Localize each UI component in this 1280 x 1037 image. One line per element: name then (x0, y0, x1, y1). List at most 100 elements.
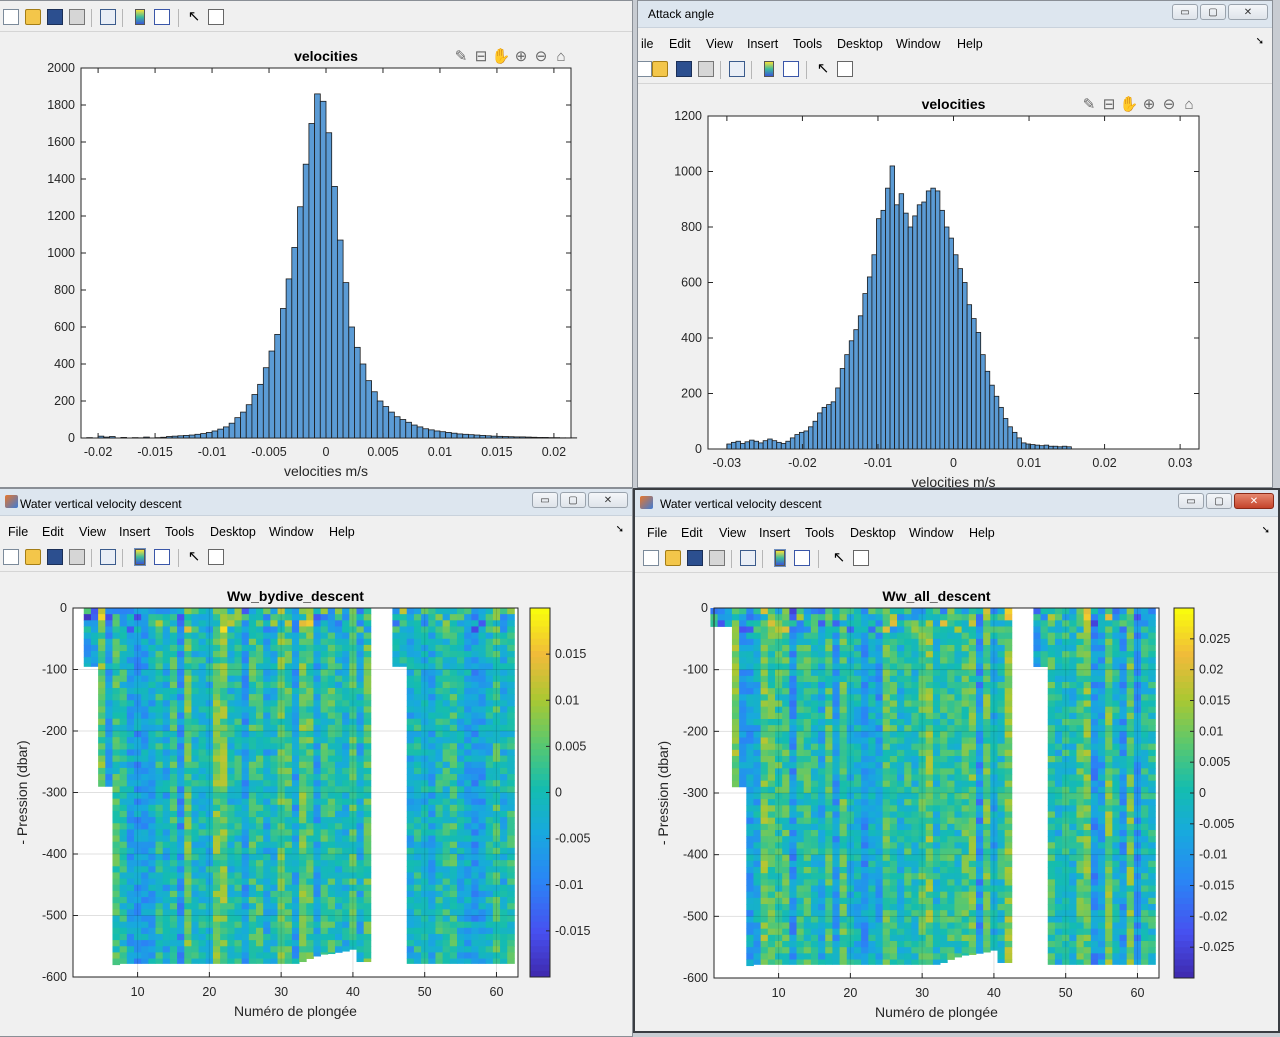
menu-file[interactable]: File (647, 526, 668, 540)
minimize-button[interactable]: ▭ (532, 492, 558, 508)
print-icon[interactable] (69, 9, 85, 25)
new-figure-icon[interactable] (3, 549, 19, 565)
heatmap-cell (306, 927, 314, 935)
heatmap-cell (500, 786, 508, 793)
menu-desktop[interactable]: Desktop (850, 526, 896, 540)
menu-desktop[interactable]: Desktop (210, 525, 256, 539)
edit-pointer-icon[interactable]: ↖ (187, 548, 201, 565)
print-icon[interactable] (709, 550, 725, 566)
plot-browser-icon[interactable] (208, 9, 224, 25)
home-icon[interactable]: ⌂ (1184, 96, 1193, 113)
new-figure-icon[interactable] (638, 61, 652, 77)
plot-browser-icon[interactable] (208, 549, 224, 565)
pan-icon[interactable]: ✋ (492, 47, 511, 65)
heatmap-cell (141, 884, 149, 892)
zoom-out-icon[interactable]: ⊖ (1163, 96, 1176, 113)
new-figure-icon[interactable] (3, 9, 19, 25)
title-bar[interactable]: Water vertical velocity descent ▭ ▢ ✕ (635, 490, 1278, 517)
new-figure-icon[interactable] (643, 550, 659, 566)
title-bar[interactable]: Attack angle ▭ ▢ ✕ (638, 1, 1272, 28)
heatmap-cell (169, 700, 178, 707)
minimize-button[interactable]: ▭ (1172, 4, 1198, 20)
close-button[interactable]: ✕ (588, 492, 628, 508)
heatmap-cell (911, 756, 919, 763)
maximize-button[interactable]: ▢ (1200, 4, 1226, 20)
home-icon[interactable]: ⌂ (556, 48, 565, 65)
menu-edit[interactable]: Edit (669, 37, 691, 51)
menu-tools[interactable]: Tools (165, 525, 195, 539)
menu-desktop[interactable]: Desktop (837, 37, 883, 51)
insert-legend-icon[interactable] (154, 549, 170, 565)
menu-view[interactable]: View (719, 526, 746, 540)
title-bar[interactable]: Water vertical velocity descent ▭ ▢ ✕ (0, 489, 632, 516)
menu-insert[interactable]: Insert (747, 37, 779, 51)
menu-help[interactable]: Help (957, 37, 983, 51)
maximize-button[interactable]: ▢ (560, 492, 586, 508)
heatmap-cell (277, 804, 286, 812)
open-file-icon[interactable] (652, 61, 668, 77)
brush-icon[interactable]: ✎ (1083, 96, 1096, 113)
heatmap-cell (825, 848, 833, 856)
insert-colorbar-icon[interactable] (764, 61, 774, 77)
edit-pointer-icon[interactable]: ↖ (832, 549, 846, 566)
menu-view[interactable]: View (79, 525, 106, 539)
insert-legend-icon[interactable] (794, 550, 810, 566)
menu-window[interactable]: Window (269, 525, 314, 539)
menu-file[interactable]: File (8, 525, 29, 539)
heatmap-cell (270, 810, 278, 818)
insert-colorbar-icon[interactable] (134, 548, 146, 566)
insert-colorbar-icon[interactable] (774, 549, 786, 567)
heatmap-cell (825, 669, 833, 677)
open-file-icon[interactable] (25, 9, 41, 25)
menu-window[interactable]: Window (896, 37, 941, 51)
maximize-button[interactable]: ▢ (1206, 493, 1232, 509)
menu-tools[interactable]: Tools (805, 526, 835, 540)
menu-dock-arrow-icon[interactable]: ➘ (1261, 525, 1270, 536)
menu-edit[interactable]: Edit (681, 526, 703, 540)
insert-legend-icon[interactable] (154, 9, 170, 25)
heatmap-cell (162, 651, 171, 658)
menu-file[interactable]: ile (641, 37, 654, 51)
heatmap-cell (507, 890, 515, 898)
heatmap-cell (291, 620, 300, 627)
link-plot-icon[interactable] (740, 550, 756, 566)
menu-view[interactable]: View (706, 37, 733, 51)
open-file-icon[interactable] (25, 549, 41, 565)
link-plot-icon[interactable] (100, 549, 116, 565)
insert-colorbar-icon[interactable] (135, 9, 145, 25)
plot-browser-icon[interactable] (853, 550, 869, 566)
heatmap-cell (731, 651, 740, 658)
brush-icon[interactable]: ✎ (455, 48, 468, 65)
menu-tools[interactable]: Tools (793, 37, 823, 51)
save-icon[interactable] (676, 61, 692, 77)
plot-browser-icon[interactable] (837, 61, 853, 77)
data-tips-icon[interactable]: ⊟ (475, 48, 488, 65)
open-file-icon[interactable] (665, 550, 681, 566)
minimize-button[interactable]: ▭ (1178, 493, 1204, 509)
zoom-out-icon[interactable]: ⊖ (535, 48, 548, 65)
menu-help[interactable]: Help (969, 526, 995, 540)
edit-pointer-icon[interactable]: ↖ (187, 8, 201, 25)
menu-insert[interactable]: Insert (759, 526, 791, 540)
edit-pointer-icon[interactable]: ↖ (816, 60, 830, 77)
print-icon[interactable] (69, 549, 85, 565)
menu-dock-arrow-icon[interactable]: ➘ (1255, 36, 1264, 47)
pan-icon[interactable]: ✋ (1120, 95, 1139, 113)
print-icon[interactable] (698, 61, 714, 77)
link-plot-icon[interactable] (100, 9, 116, 25)
save-icon[interactable] (47, 9, 63, 25)
data-tips-icon[interactable]: ⊟ (1103, 96, 1116, 113)
zoom-in-icon[interactable]: ⊕ (515, 48, 528, 65)
menu-help[interactable]: Help (329, 525, 355, 539)
save-icon[interactable] (47, 549, 63, 565)
menu-edit[interactable]: Edit (42, 525, 64, 539)
menu-dock-arrow-icon[interactable]: ➘ (615, 524, 624, 535)
close-button[interactable]: ✕ (1228, 4, 1268, 20)
link-plot-icon[interactable] (729, 61, 745, 77)
menu-insert[interactable]: Insert (119, 525, 151, 539)
zoom-in-icon[interactable]: ⊕ (1143, 96, 1156, 113)
menu-window[interactable]: Window (909, 526, 954, 540)
close-button[interactable]: ✕ (1234, 493, 1274, 509)
insert-legend-icon[interactable] (783, 61, 799, 77)
save-icon[interactable] (687, 550, 703, 566)
